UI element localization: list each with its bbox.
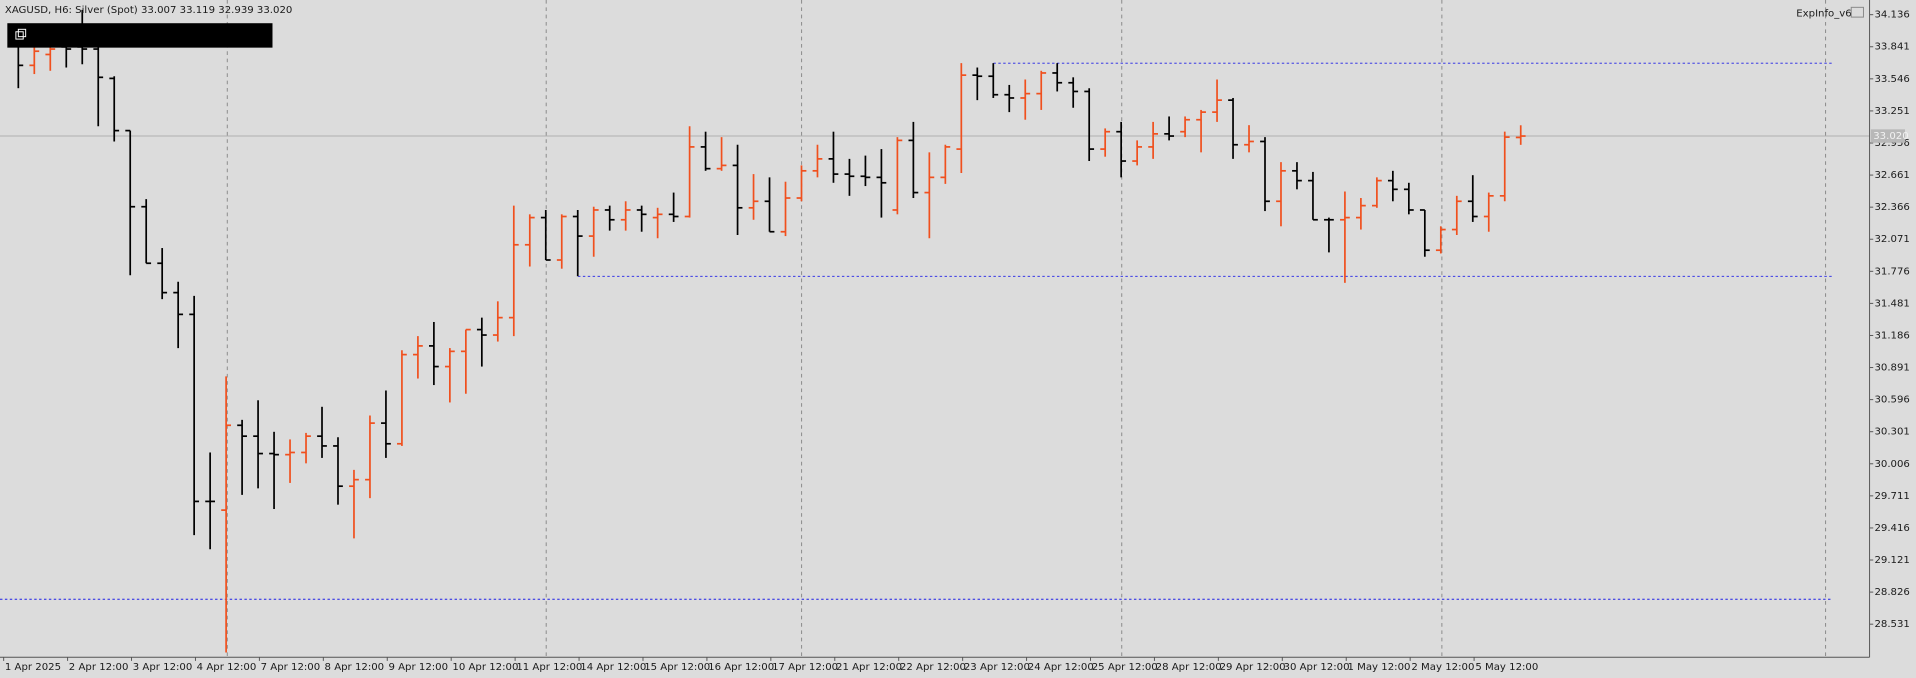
x-tick-label: 10 Apr 12:00 <box>452 662 518 673</box>
x-tick-label: 3 Apr 12:00 <box>133 662 193 673</box>
trade-panel[interactable] <box>7 23 273 48</box>
y-tick-label: 29.416 <box>1874 523 1909 534</box>
x-tick-label: 1 Apr 2025 <box>5 662 61 673</box>
y-tick-label: 28.826 <box>1874 587 1909 598</box>
y-tick-label: 31.776 <box>1874 266 1909 277</box>
y-tick-label: 30.891 <box>1874 363 1909 374</box>
x-tick-label: 21 Apr 12:00 <box>836 662 902 673</box>
y-tick-label: 30.006 <box>1874 459 1909 470</box>
x-tick-label: 17 Apr 12:00 <box>772 662 838 673</box>
y-tick-label: 32.661 <box>1874 170 1909 181</box>
indicator-icon <box>1850 6 1864 18</box>
y-tick-label: 30.596 <box>1874 395 1909 406</box>
x-tick-label: 15 Apr 12:00 <box>644 662 710 673</box>
y-tick-label: 33.841 <box>1874 42 1909 53</box>
y-tick-label: 34.136 <box>1874 10 1909 21</box>
x-tick-label: 2 May 12:00 <box>1411 662 1474 673</box>
current-price-label: 33.020 <box>1873 131 1908 142</box>
panel-icon[interactable] <box>15 31 24 40</box>
x-tick-label: 24 Apr 12:00 <box>1028 662 1094 673</box>
y-tick-label: 31.481 <box>1874 298 1909 309</box>
x-tick-label: 16 Apr 12:00 <box>708 662 774 673</box>
y-tick-label: 31.186 <box>1874 330 1909 341</box>
x-tick-label: 5 May 12:00 <box>1475 662 1538 673</box>
x-tick-label: 2 Apr 12:00 <box>69 662 129 673</box>
y-tick-label: 28.531 <box>1874 619 1909 630</box>
current-price-box <box>1870 129 1906 143</box>
indicator-label: ExpInfo_v6 <box>1796 8 1851 19</box>
y-tick-label: 33.251 <box>1874 106 1909 117</box>
x-tick-label: 22 Apr 12:00 <box>900 662 966 673</box>
y-tick-label: 30.301 <box>1874 427 1909 438</box>
x-tick-label: 29 Apr 12:00 <box>1220 662 1286 673</box>
x-tick-label: 8 Apr 12:00 <box>325 662 385 673</box>
x-tick-label: 9 Apr 12:00 <box>388 662 448 673</box>
x-tick-label: 4 Apr 12:00 <box>197 662 257 673</box>
y-tick-label: 29.711 <box>1874 491 1909 502</box>
y-tick-label: 29.121 <box>1874 555 1909 566</box>
x-tick-label: 1 May 12:00 <box>1347 662 1410 673</box>
x-tick-label: 23 Apr 12:00 <box>964 662 1030 673</box>
y-tick-label: 33.546 <box>1874 74 1909 85</box>
x-tick-label: 11 Apr 12:00 <box>516 662 582 673</box>
y-tick-label: 32.956 <box>1874 138 1909 149</box>
x-tick-label: 25 Apr 12:00 <box>1092 662 1158 673</box>
x-tick-label: 28 Apr 12:00 <box>1156 662 1222 673</box>
y-tick-label: 32.366 <box>1874 202 1909 213</box>
panel-icon[interactable] <box>17 28 27 38</box>
x-tick-label: 30 Apr 12:00 <box>1284 662 1350 673</box>
plot: 34.136 33.841 33.546 33.251 32.956 32.661 32.3… <box>0 10 1910 673</box>
y-tick-label: 32.071 <box>1874 234 1909 245</box>
x-tick-label: 7 Apr 12:00 <box>261 662 321 673</box>
chart-header: XAGUSD, H6: Silver (Spot) 33.007 33.119 … <box>5 5 292 16</box>
x-tick-label: 14 Apr 12:00 <box>580 662 646 673</box>
